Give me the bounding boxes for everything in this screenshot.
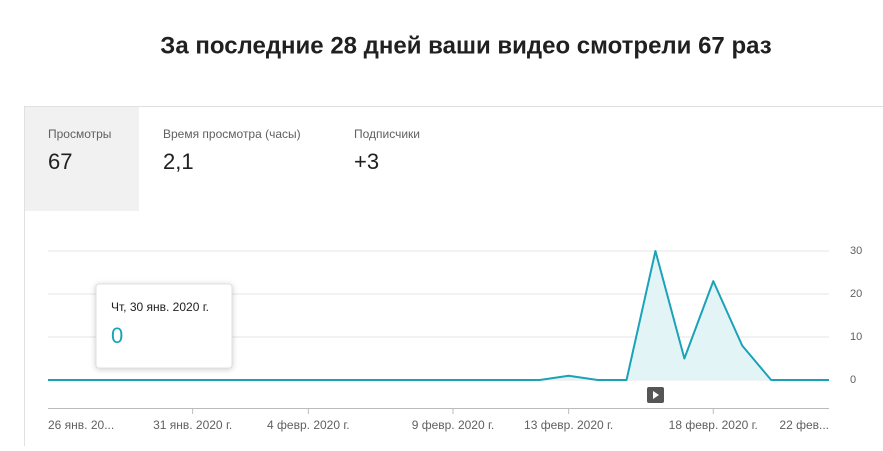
x-tick-label: 26 янв. 20... xyxy=(48,418,114,432)
x-tick-label: 13 февр. 2020 г. xyxy=(524,418,613,432)
title: За последние 28 дней ваши видео смотрели… xyxy=(160,32,771,59)
tooltip-date: Чт, 30 янв. 2020 г. xyxy=(111,300,209,314)
x-tick-label: 22 фев... xyxy=(779,418,829,432)
y-tick-label: 10 xyxy=(850,331,862,343)
tab-value[interactable]: +3 xyxy=(354,149,379,174)
y-tick-label: 30 xyxy=(850,245,862,257)
x-tick-label: 18 февр. 2020 г. xyxy=(669,418,758,432)
tab-value[interactable]: 67 xyxy=(48,149,72,174)
tab-value[interactable]: 2,1 xyxy=(163,149,194,174)
card xyxy=(25,107,883,447)
x-tick-label: 4 февр. 2020 г. xyxy=(267,418,350,432)
y-tick-label: 0 xyxy=(850,374,856,386)
y-tick-label: 20 xyxy=(850,288,862,300)
tooltip: Чт, 30 янв. 2020 г. 0 xyxy=(96,284,232,368)
tab-active[interactable] xyxy=(25,107,139,211)
tab-label[interactable]: Просмотры xyxy=(48,127,111,141)
x-tick-label: 9 февр. 2020 г. xyxy=(412,418,495,432)
tab-label[interactable]: Подписчики xyxy=(354,127,420,141)
tab-label[interactable]: Время просмотра (часы) xyxy=(163,127,301,141)
tooltip-value: 0 xyxy=(111,323,123,348)
x-tick-label: 31 янв. 2020 г. xyxy=(153,418,232,432)
